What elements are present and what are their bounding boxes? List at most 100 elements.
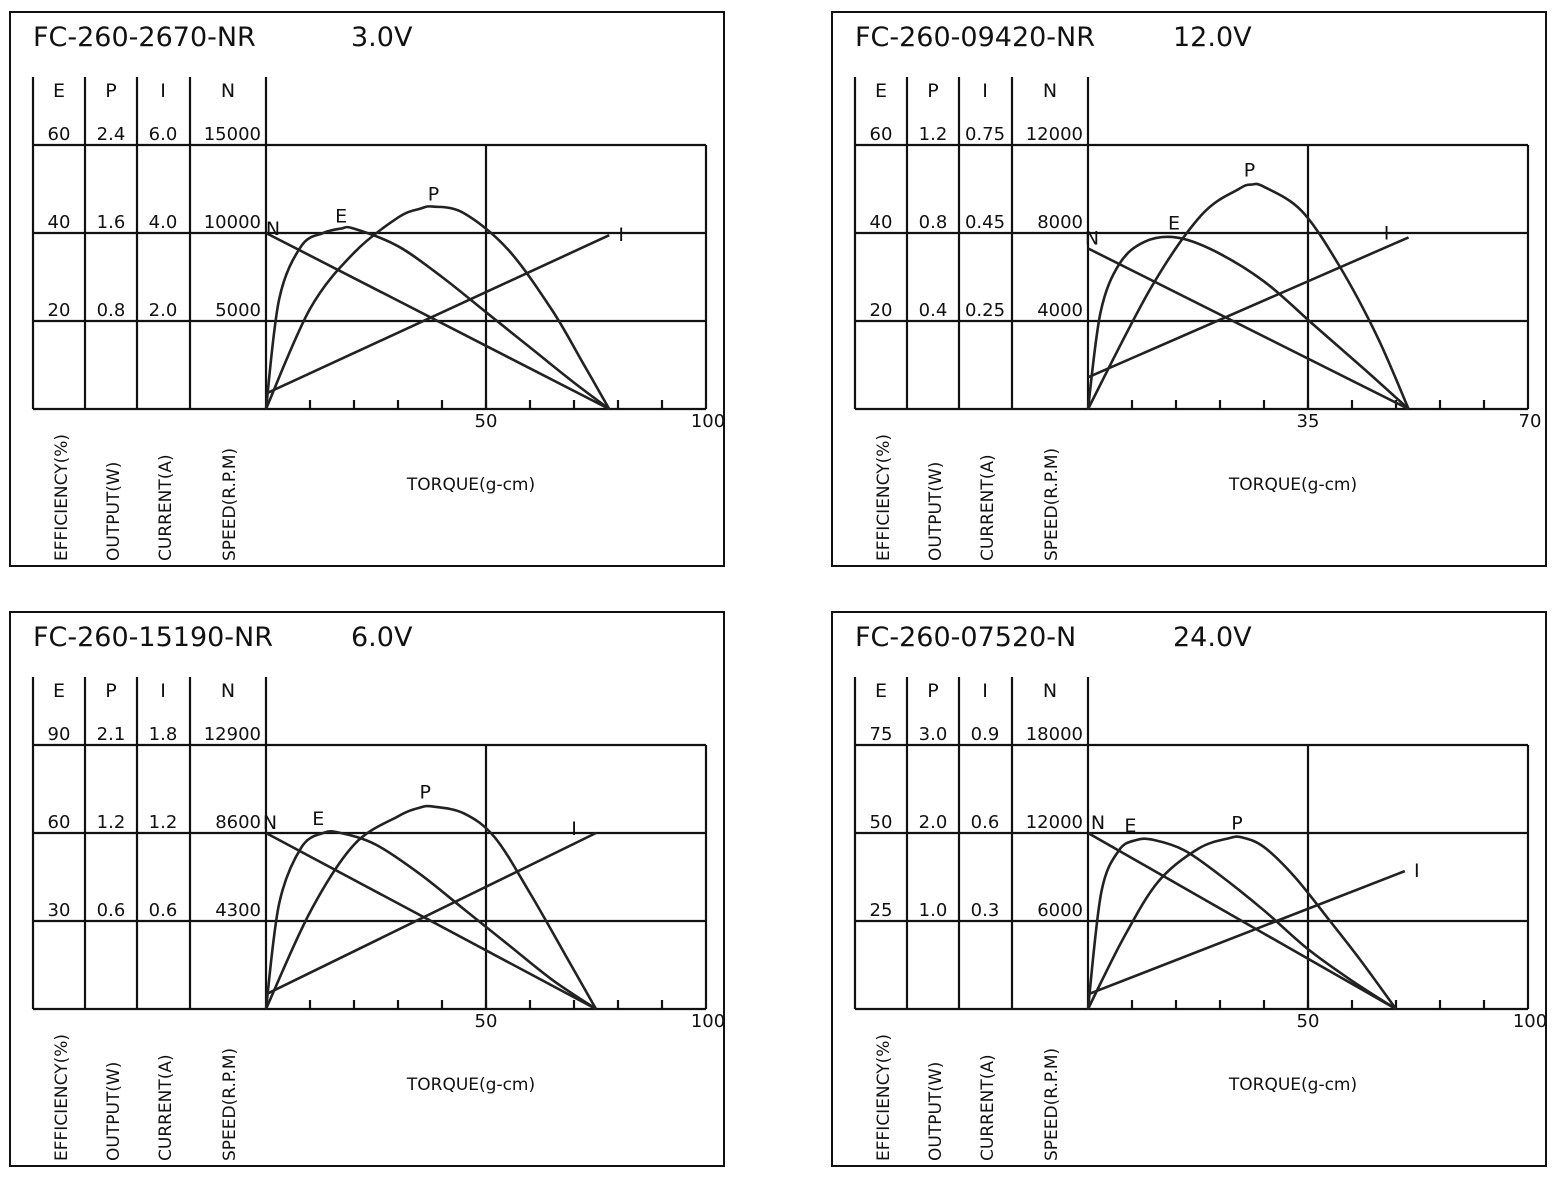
axis-label: EFFICIENCY(%) [874,1034,894,1161]
x-axis-label: TORQUE(g-cm) [406,1075,535,1095]
series-e-line [264,225,610,411]
scale-value-n: 10000 [204,212,261,233]
x-tick-label: 100 [691,1011,725,1032]
scale-value-e: 60 [48,124,71,145]
scale-value-p: 0.4 [919,300,948,321]
series-p-label: P [1231,812,1242,834]
series-n-label: N [263,812,277,834]
x-tick-label: 50 [1297,1011,1320,1032]
axis-label: SPEED(R.P.M) [220,448,240,561]
column-header-e: E [875,680,887,702]
series-i-line [1087,236,1410,379]
scale-value-e: 20 [48,300,71,321]
scale-value-p: 1.0 [919,900,948,921]
x-tick-label: 70 [1519,411,1542,432]
column-header-i: I [160,680,166,702]
column-header-i: I [160,80,166,102]
series-i-label: I [618,224,624,246]
chart-title-model: FC-260-09420-NR [855,22,1095,53]
series-n-label: N [266,218,280,240]
axis-label: OUTPUT(W) [104,1062,124,1161]
column-header-e: E [53,680,65,702]
column-header-p: P [105,80,116,102]
scale-value-n: 12900 [204,724,261,745]
scale-value-n: 18000 [1026,724,1083,745]
series-n-label: N [1085,227,1099,249]
chart-title-voltage: 24.0V [1173,622,1252,653]
x-tick-label: 50 [475,411,498,432]
axis-label: EFFICIENCY(%) [52,1034,72,1161]
scale-value-n: 8000 [1037,212,1083,233]
series-i-line [265,234,610,395]
scale-value-i: 2.0 [149,300,178,321]
scale-value-e: 75 [870,724,893,745]
series-p-label: P [428,184,439,206]
chart-svg: FC-260-07520-N 24.0V E P I N 75 50 25 3.0 2.0 1.0 0.… [853,622,1547,1161]
axis-label: OUTPUT(W) [926,462,946,561]
chart-panel-4: FC-260-07520-N 24.0V E P I N 75 50 25 3.0 2.0 1.0 0.… [831,611,1547,1167]
column-header-i: I [982,80,988,102]
series-e-label: E [1168,212,1180,234]
x-tick-label: 50 [475,1011,498,1032]
chart-panel-1: FC-260-2670-NR 3.0V E P I N 60 40 20 2.4 1.6 0.8 6.0… [9,11,725,567]
scale-value-i: 1.8 [149,724,178,745]
scale-value-e: 50 [870,812,893,833]
scale-value-i: 0.6 [971,812,1000,833]
series-n-line [1087,831,1397,1011]
axis-label: SPEED(R.P.M) [1042,1048,1062,1161]
scale-value-p: 0.6 [97,900,126,921]
chart-title-voltage: 6.0V [351,622,413,653]
series-e-line [264,830,597,1011]
x-axis-label: TORQUE(g-cm) [1228,1075,1357,1095]
x-tick-label: 100 [691,411,725,432]
chart-svg: FC-260-09420-NR 12.0V E P I N 60 40 20 1.2 0.8 0.4 0… [853,22,1542,561]
scale-value-e: 40 [48,212,71,233]
scale-value-e: 60 [870,124,893,145]
scale-value-i: 1.2 [149,812,178,833]
x-tick-label: 100 [1513,1011,1547,1032]
scale-value-e: 40 [870,212,893,233]
axis-label: CURRENT(A) [978,1054,998,1161]
scale-value-i: 0.45 [965,212,1005,233]
axis-label: CURRENT(A) [978,454,998,561]
scale-value-i: 0.6 [149,900,178,921]
axis-label: OUTPUT(W) [104,462,124,561]
series-p-label: P [1244,160,1255,182]
scale-value-n: 8600 [215,812,261,833]
column-header-n: N [221,680,235,702]
column-header-n: N [221,80,235,102]
series-i-line [265,831,597,996]
scale-value-e: 25 [870,900,893,921]
series-p-line [264,804,598,1010]
series-i-label: I [1414,860,1420,882]
series-e-line [1086,837,1397,1011]
scale-value-n: 6000 [1037,900,1083,921]
axis-label: EFFICIENCY(%) [874,434,894,561]
scale-value-e: 60 [48,812,71,833]
column-header-p: P [105,680,116,702]
series-e-line [1086,235,1410,410]
column-header-n: N [1043,680,1057,702]
scale-value-n: 12000 [1026,124,1083,145]
chart-panel-3: FC-260-15190-NR 6.0V E P I N 90 60 30 2.1 1.2 0.6 1.… [9,611,725,1167]
scale-value-p: 1.2 [919,124,948,145]
axis-label: OUTPUT(W) [926,1062,946,1161]
series-n-line [265,231,610,411]
column-header-p: P [927,680,938,702]
axis-label: SPEED(R.P.M) [220,1048,240,1161]
axis-label: SPEED(R.P.M) [1042,448,1062,561]
column-header-e: E [875,80,887,102]
scale-value-n: 12000 [1026,812,1083,833]
series-e-label: E [335,206,347,228]
scale-value-p: 1.2 [97,812,126,833]
series-i-label: I [571,818,577,840]
series-p-line [1086,835,1398,1010]
scale-value-p: 2.1 [97,724,126,745]
scale-value-p: 0.8 [919,212,948,233]
chart-title-voltage: 12.0V [1173,22,1252,53]
series-i-label: I [1384,222,1390,244]
scale-value-i: 0.9 [971,724,1000,745]
series-p-line [1086,182,1410,410]
column-header-e: E [53,80,65,102]
axis-label: EFFICIENCY(%) [52,434,72,561]
